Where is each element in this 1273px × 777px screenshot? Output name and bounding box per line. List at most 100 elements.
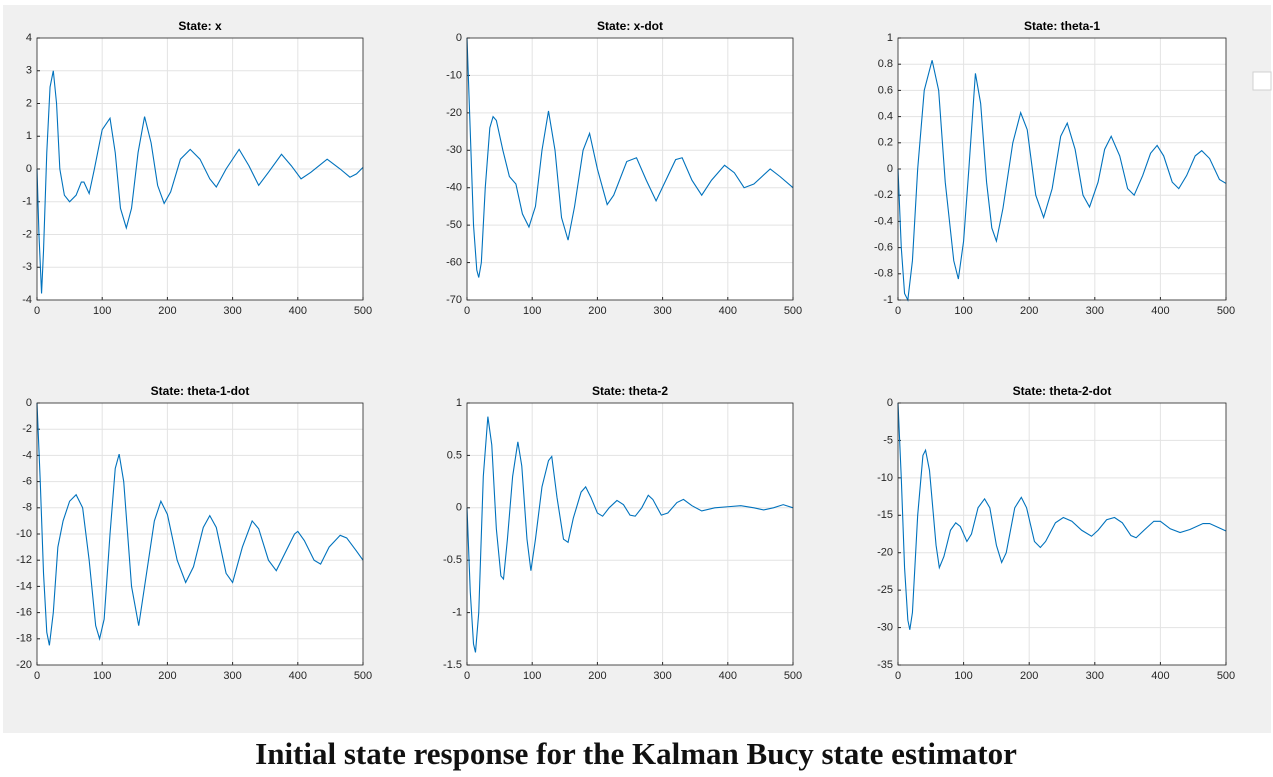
y-tick-label: -25 — [877, 584, 893, 596]
x-tick-label: 400 — [1151, 670, 1169, 682]
y-tick-label: -1 — [883, 294, 893, 306]
y-tick-label: -10 — [16, 528, 32, 540]
y-tick-label: 0.8 — [878, 58, 893, 70]
y-tick-label: 1 — [456, 397, 462, 409]
line-series — [36, 402, 364, 646]
y-tick-label: -35 — [877, 659, 893, 671]
x-tick-label: 100 — [523, 305, 541, 317]
line-series — [466, 37, 794, 278]
y-tick-label: 0 — [887, 163, 893, 175]
y-tick-label: -10 — [446, 69, 462, 81]
y-tick-label: 0 — [456, 32, 462, 44]
axes-box — [897, 402, 1227, 666]
y-tick-label: -5 — [883, 434, 893, 446]
x-tick-label: 400 — [719, 670, 737, 682]
x-tick-label: 0 — [34, 670, 40, 682]
y-tick-label: 0.2 — [878, 137, 893, 149]
y-tick-label: -0.5 — [443, 554, 462, 566]
y-tick-label: 2 — [26, 97, 32, 109]
y-tick-label: 0.4 — [878, 111, 893, 123]
chart-title: State: theta-1 — [1024, 19, 1100, 33]
x-tick-label: 100 — [93, 305, 111, 317]
plot-area — [467, 403, 793, 665]
x-tick-label: 100 — [93, 670, 111, 682]
line-series — [897, 60, 1227, 302]
x-tick-label: 300 — [653, 670, 671, 682]
x-tick-label: 500 — [1217, 670, 1235, 682]
x-tick-label: 100 — [954, 305, 972, 317]
x-tick-label: 400 — [719, 305, 737, 317]
y-tick-label: 0.6 — [878, 84, 893, 96]
x-tick-label: 0 — [34, 305, 40, 317]
y-tick-label: -30 — [446, 144, 462, 156]
y-tick-label: -0.2 — [874, 189, 893, 201]
y-tick-label: -70 — [446, 294, 462, 306]
y-tick-label: -15 — [877, 509, 893, 521]
x-tick-label: 300 — [223, 305, 241, 317]
chart-title: State: theta-2 — [592, 384, 668, 398]
y-tick-label: -1.5 — [443, 659, 462, 671]
x-tick-label: 500 — [784, 670, 802, 682]
chart-title: State: x-dot — [597, 19, 663, 33]
axes-box — [897, 37, 1227, 301]
plot-area — [467, 38, 793, 300]
y-tick-label: 0 — [26, 163, 32, 175]
y-tick-label: -4 — [22, 294, 32, 306]
x-tick-label: 100 — [954, 670, 972, 682]
y-tick-label: -0.8 — [874, 268, 893, 280]
x-tick-label: 500 — [354, 305, 372, 317]
y-tick-label: -60 — [446, 256, 462, 268]
y-tick-label: 0 — [887, 397, 893, 409]
x-tick-label: 0 — [464, 670, 470, 682]
y-tick-label: -8 — [22, 502, 32, 514]
y-tick-label: -1 — [22, 196, 32, 208]
y-tick-label: -10 — [877, 472, 893, 484]
y-tick-label: -14 — [16, 580, 32, 592]
x-tick-label: 100 — [523, 670, 541, 682]
x-tick-label: 400 — [289, 305, 307, 317]
y-tick-label: -2 — [22, 228, 32, 240]
x-tick-label: 200 — [1020, 670, 1038, 682]
x-tick-label: 300 — [223, 670, 241, 682]
y-tick-label: -6 — [22, 476, 32, 488]
y-tick-label: 4 — [26, 32, 32, 44]
chart-title: State: x — [178, 19, 222, 33]
y-tick-label: -12 — [16, 554, 32, 566]
y-tick-label: -16 — [16, 607, 32, 619]
x-tick-label: 200 — [158, 305, 176, 317]
y-tick-label: -30 — [877, 621, 893, 633]
x-tick-label: 0 — [895, 305, 901, 317]
y-tick-label: 0 — [456, 502, 462, 514]
line-series — [897, 402, 1227, 630]
axes-box — [36, 402, 364, 666]
y-tick-label: -3 — [22, 261, 32, 273]
axes-box — [466, 37, 794, 301]
x-tick-label: 500 — [354, 670, 372, 682]
y-tick-label: -4 — [22, 449, 32, 461]
line-series — [466, 416, 794, 653]
y-tick-label: 1 — [887, 32, 893, 44]
y-tick-label: -0.4 — [874, 215, 893, 227]
y-tick-label: -1 — [452, 607, 462, 619]
x-tick-label: 300 — [1086, 670, 1104, 682]
plot-area — [898, 403, 1226, 665]
x-tick-label: 200 — [588, 305, 606, 317]
chart-title: State: theta-1-dot — [151, 384, 250, 398]
x-tick-label: 200 — [158, 670, 176, 682]
x-tick-label: 500 — [1217, 305, 1235, 317]
axes-box — [36, 37, 364, 301]
x-tick-label: 0 — [895, 670, 901, 682]
x-tick-label: 400 — [1151, 305, 1169, 317]
line-series — [36, 70, 364, 294]
y-tick-label: -20 — [446, 107, 462, 119]
x-tick-label: 200 — [588, 670, 606, 682]
caption: Initial state response for the Kalman Bu… — [255, 736, 1017, 771]
y-tick-label: -50 — [446, 219, 462, 231]
y-tick-label: 0 — [26, 397, 32, 409]
x-tick-label: 200 — [1020, 305, 1038, 317]
chart-title: State: theta-2-dot — [1013, 384, 1112, 398]
y-tick-label: -0.6 — [874, 242, 893, 254]
y-tick-label: -2 — [22, 423, 32, 435]
